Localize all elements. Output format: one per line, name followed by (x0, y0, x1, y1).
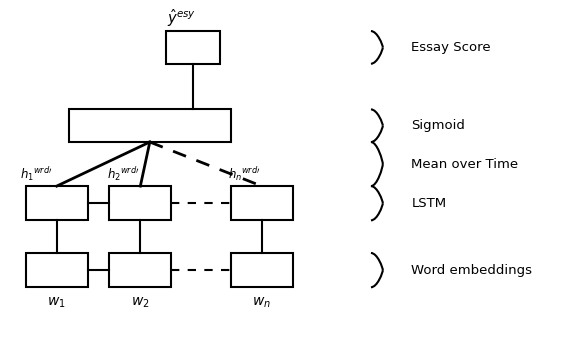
Text: Mean over Time: Mean over Time (411, 158, 519, 171)
FancyBboxPatch shape (231, 186, 293, 220)
Text: $\boldsymbol{h_1}^{wrd\prime}$: $\boldsymbol{h_1}^{wrd\prime}$ (20, 165, 53, 183)
Text: $\boldsymbol{h_n}^{wrd\prime}$: $\boldsymbol{h_n}^{wrd\prime}$ (228, 165, 261, 183)
FancyBboxPatch shape (26, 253, 88, 287)
Text: LSTM: LSTM (411, 197, 447, 210)
FancyBboxPatch shape (231, 253, 293, 287)
FancyBboxPatch shape (110, 253, 171, 287)
Text: Word embeddings: Word embeddings (411, 264, 532, 277)
Text: $w_n$: $w_n$ (252, 296, 271, 310)
Text: Essay Score: Essay Score (411, 41, 491, 54)
Text: $w_2$: $w_2$ (131, 296, 149, 310)
FancyBboxPatch shape (26, 186, 88, 220)
Text: $\hat{y}^{esy}$: $\hat{y}^{esy}$ (167, 8, 196, 29)
Text: $w_1$: $w_1$ (47, 296, 66, 310)
Text: $\boldsymbol{h_2}^{wrd\prime}$: $\boldsymbol{h_2}^{wrd\prime}$ (107, 165, 139, 183)
FancyBboxPatch shape (166, 31, 220, 64)
FancyBboxPatch shape (69, 109, 231, 142)
FancyBboxPatch shape (110, 186, 171, 220)
Text: Sigmoid: Sigmoid (411, 119, 465, 132)
